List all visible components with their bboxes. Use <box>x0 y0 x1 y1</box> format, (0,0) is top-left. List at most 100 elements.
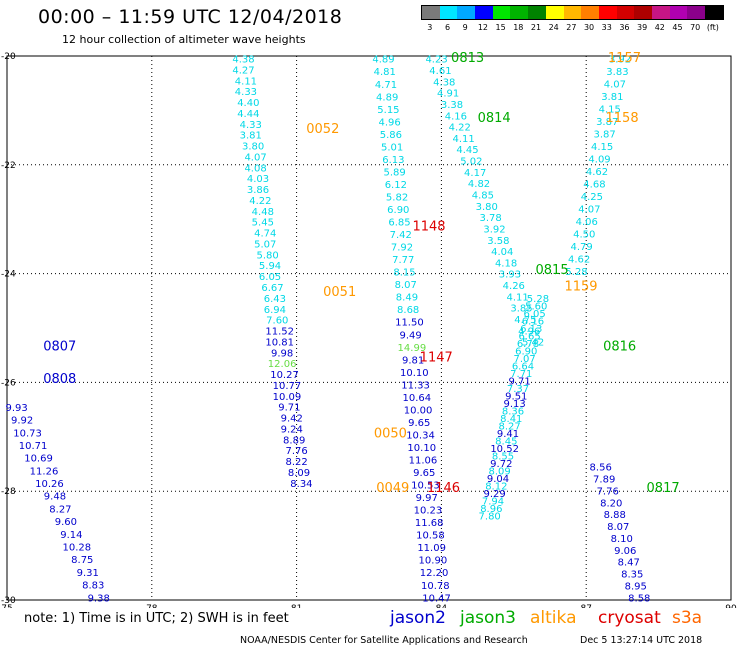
wave-height-label: 8.68 <box>397 305 419 316</box>
wave-height-label: 9.48 <box>44 492 66 503</box>
wave-height-label: 4.03 <box>247 174 269 185</box>
wave-height-label: 4.79 <box>571 242 593 253</box>
wave-height-label: 7.60 <box>266 316 288 327</box>
wave-height-label: 4.07 <box>578 204 600 215</box>
wave-height-label: 9.71 <box>508 377 530 388</box>
legend-item-s3a: s3a <box>672 608 703 628</box>
pass-time-label: 0815 <box>536 263 569 278</box>
wave-height-label: 4.23 <box>425 55 447 66</box>
wave-height-label: 9.98 <box>271 348 293 359</box>
wave-height-label: 3.93 <box>499 270 521 281</box>
wave-height-label: 8.27 <box>499 422 521 433</box>
wave-height-label: 3.87 <box>594 130 616 141</box>
wave-height-label: 4.15 <box>591 142 613 153</box>
wave-height-label: 3.38 <box>441 100 463 111</box>
color-scale-label: 45 <box>672 23 683 32</box>
wave-height-label: 3.92 <box>483 224 505 235</box>
wave-height-label: 9.31 <box>77 568 99 579</box>
wave-height-label: 12.06 <box>268 359 297 370</box>
wave-height-label: 9.81 <box>402 355 424 366</box>
wave-height-label: 11.52 <box>265 327 294 338</box>
wave-height-label: 8.49 <box>396 293 418 304</box>
wave-height-label: 9.71 <box>278 403 300 414</box>
wave-height-label: 4.48 <box>252 207 274 218</box>
wave-height-label: 7.80 <box>479 512 501 523</box>
wave-height-label: 4.50 <box>573 229 595 240</box>
wave-height-label: 4.06 <box>576 217 598 228</box>
wave-height-label: 4.62 <box>568 254 590 265</box>
wave-height-label: 8.41 <box>500 414 522 425</box>
color-scale-label: 39 <box>637 23 648 32</box>
color-scale-swatch <box>439 6 458 19</box>
wave-height-label: 8.88 <box>604 510 626 521</box>
color-scale-swatch <box>669 6 688 19</box>
wave-height-label: 5.94 <box>259 261 281 272</box>
color-scale-swatch <box>563 6 582 19</box>
wave-height-label: 4.85 <box>472 191 494 202</box>
wave-height-label: 4.62 <box>586 167 608 178</box>
wave-height-label: 8.45 <box>495 437 517 448</box>
wave-height-label: 11.50 <box>395 318 424 329</box>
wave-height-label: 4.81 <box>374 67 396 78</box>
wave-height-label: 9.29 <box>484 489 506 500</box>
wave-height-label: 12.20 <box>420 568 449 579</box>
wave-height-label: 7.71 <box>510 369 532 380</box>
wave-height-label: 9.41 <box>497 429 519 440</box>
wave-height-label: 10.71 <box>19 441 48 452</box>
color-scale-label: 70 <box>690 23 701 32</box>
color-scale-swatches <box>421 5 724 20</box>
wave-height-label: 5.15 <box>377 105 399 116</box>
wave-height-label: 4.07 <box>244 152 266 163</box>
color-scale-label: 9 <box>462 23 468 32</box>
wave-height-label: 3.85 <box>510 304 532 315</box>
wave-height-label: 8.12 <box>485 482 507 493</box>
x-tick-label: 78 <box>146 604 158 608</box>
wave-height-label: 4.27 <box>232 65 254 76</box>
wave-height-label: 4.38 <box>232 55 254 66</box>
wave-height-label: 10.09 <box>273 392 302 403</box>
wave-height-label: 4.91 <box>437 89 459 100</box>
wave-height-label: 7.77 <box>392 255 414 266</box>
wave-height-label: 4.11 <box>452 134 474 145</box>
altimeter-tracks: 4.894.814.714.895.154.965.865.016.135.89… <box>6 55 651 605</box>
wave-height-label: 10.81 <box>265 337 294 348</box>
wave-height-label: 10.90 <box>419 556 448 567</box>
footer: note: 1) Time is in UTC; 2) SWH is in fe… <box>0 608 740 650</box>
wave-height-label: 6.05 <box>259 272 281 283</box>
legend-item-altika: altika <box>530 608 577 628</box>
wave-height-label: 8.10 <box>611 534 633 545</box>
wave-height-label: 5.45 <box>252 218 274 229</box>
wave-height-label: 9.42 <box>281 414 303 425</box>
wave-height-label: 7.42 <box>390 230 412 241</box>
wave-height-label: 5.60 <box>525 302 547 313</box>
wave-height-label: 9.24 <box>281 424 303 435</box>
credit-line: NOAA/NESDIS Center for Satellite Applica… <box>240 635 528 646</box>
wave-height-label: 4.09 <box>588 155 610 166</box>
wave-height-label: 9.92 <box>11 416 33 427</box>
wave-height-label: 6.13 <box>520 324 542 335</box>
wave-height-label: 8.95 <box>625 581 647 592</box>
wave-height-label: 4.17 <box>464 168 486 179</box>
wave-height-label: 10.47 <box>422 593 451 604</box>
wave-height-label: 10.34 <box>406 430 435 441</box>
pass-time-label: 1157 <box>608 51 641 66</box>
legend-item-cryosat: cryosat <box>598 608 661 628</box>
y-tick-label: -24 <box>1 270 16 280</box>
pass-time-label: 0813 <box>451 51 484 66</box>
x-tick-label: 87 <box>580 604 591 608</box>
wave-height-label: 3.92 <box>609 55 631 66</box>
color-scale-label: 33 <box>601 23 612 32</box>
color-scale-swatch <box>651 6 670 19</box>
wave-height-label: 4.08 <box>244 163 266 174</box>
wave-height-label: 4.38 <box>433 77 455 88</box>
wave-height-label: 6.43 <box>264 294 286 305</box>
color-scale-swatch <box>581 6 599 19</box>
color-scale-swatch <box>634 6 652 19</box>
color-scale-label: 21 <box>530 23 542 32</box>
wave-height-label: 9.14 <box>60 530 82 541</box>
wave-height-label: 10.69 <box>24 454 53 465</box>
color-scale-swatch <box>616 6 635 19</box>
pass-time-label: 0817 <box>647 481 680 496</box>
wave-height-label: 10.64 <box>402 393 431 404</box>
